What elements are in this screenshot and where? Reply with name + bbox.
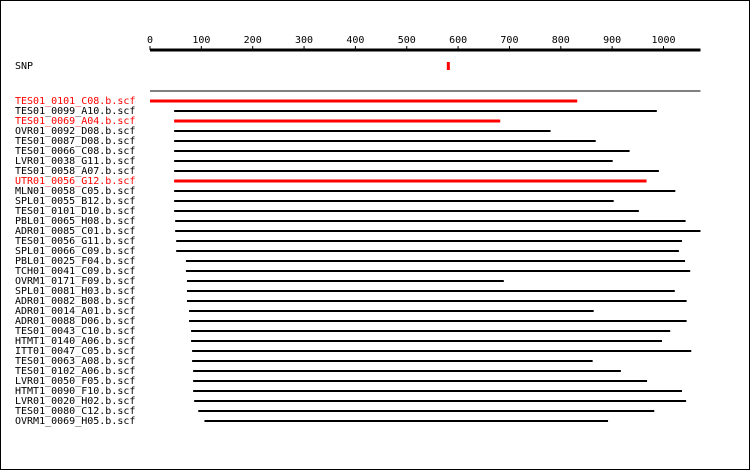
axis-tick-label: 900 (603, 35, 621, 46)
read-label: TES01_0101_C08.b.scf (15, 96, 135, 107)
read-label: TES01_0066_C08.b.scf (15, 146, 135, 157)
read-label: TES01_0102_A06.b.scf (15, 366, 135, 377)
read-label: HTMT1_0090_F10.b.scf (15, 386, 135, 397)
axis-tick-label: 600 (449, 35, 467, 46)
read-label: TES01_0099_A10.b.scf (15, 106, 135, 117)
read-label: TES01_0063_A08.b.scf (15, 356, 135, 367)
read-label: OVR01_0092_D08.b.scf (15, 126, 135, 137)
axis-tick-label: 0 (147, 35, 153, 46)
read-label: TES01_0056_G11.b.scf (15, 236, 135, 247)
read-label: HTMT1_0140_A06.b.scf (15, 336, 135, 347)
snp-label: SNP (15, 61, 33, 72)
axis-tick-label: 700 (500, 35, 518, 46)
read-label: TES01_0069_A04.b.scf (15, 116, 135, 127)
read-label: ADR01_0088_D06.b.scf (15, 316, 135, 327)
read-label: SPL01_0081_H03.b.scf (15, 286, 135, 297)
axis-tick-label: 400 (346, 35, 364, 46)
read-label: OVRM1_0069_H05.b.scf (15, 416, 135, 427)
axis-tick-label: 500 (398, 35, 416, 46)
axis-tick-label: 300 (295, 35, 313, 46)
read-label: TES01_0058_A07.b.scf (15, 166, 135, 177)
read-label: PBL01_0065_H08.b.scf (15, 216, 135, 227)
read-label: SPL01_0066_C09.b.scf (15, 246, 135, 257)
read-label: TCH01_0041_C09.b.scf (15, 266, 135, 277)
read-label: TES01_0043_C10.b.scf (15, 326, 135, 337)
read-label: PBL01_0025_F04.b.scf (15, 256, 135, 267)
axis-tick-label: 1000 (651, 35, 675, 46)
read-label: UTR01_0056_G12.b.scf (15, 176, 135, 187)
read-label: MLN01_0058_C05.b.scf (15, 186, 135, 197)
read-label: TES01_0080_C12.b.scf (15, 406, 135, 417)
axis-tick-label: 800 (552, 35, 570, 46)
axis-tick-label: 100 (192, 35, 210, 46)
axis-tick-label: 200 (244, 35, 262, 46)
read-label: LVR01_0038_G11.b.scf (15, 156, 135, 167)
read-label: TES01_0101_D10.b.scf (15, 206, 135, 217)
read-label: LVR01_0020_H02.b.scf (15, 396, 135, 407)
read-label: ITT01_0047_C05.b.scf (15, 346, 135, 357)
read-label: OVRM1_0171_F09.b.scf (15, 276, 135, 287)
read-label: ADR01_0085_C01.b.scf (15, 226, 135, 237)
read-label: ADR01_0014_A01.b.scf (15, 306, 135, 317)
read-label: TES01_0087_D08.b.scf (15, 136, 135, 147)
snp-marker (446, 62, 450, 70)
read-label: SPL01_0055_B12.b.scf (15, 196, 135, 207)
read-label: LVR01_0050_F05.b.scf (15, 376, 135, 387)
read-label: ADR01_0082_B08.b.scf (15, 296, 135, 307)
